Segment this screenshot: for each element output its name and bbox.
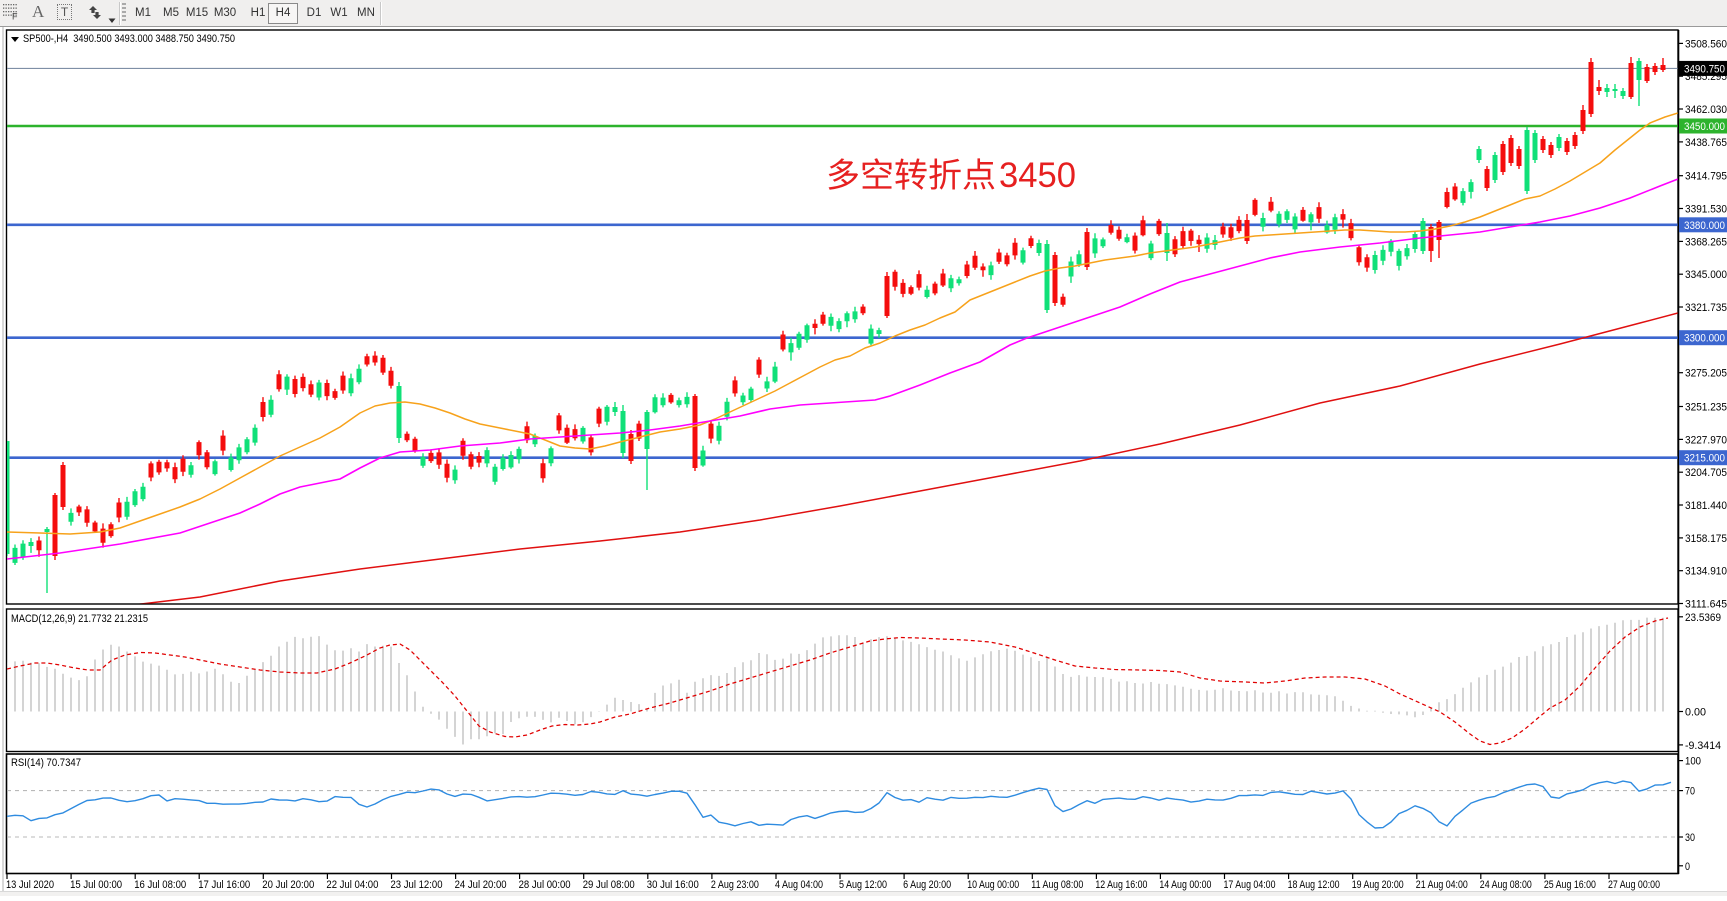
svg-text:3414.795: 3414.795 (1685, 171, 1727, 183)
svg-text:3368.265: 3368.265 (1685, 236, 1727, 248)
svg-text:11 Aug 08:00: 11 Aug 08:00 (1031, 879, 1083, 891)
svg-text:18 Aug 12:00: 18 Aug 12:00 (1288, 879, 1340, 891)
svg-text:23.5369: 23.5369 (1685, 612, 1721, 624)
svg-text:3275.205: 3275.205 (1685, 368, 1727, 380)
svg-text:3111.645: 3111.645 (1685, 599, 1727, 611)
svg-text:29 Jul 08:00: 29 Jul 08:00 (583, 879, 635, 891)
svg-text:-9.3414: -9.3414 (1685, 740, 1721, 752)
svg-text:100: 100 (1685, 756, 1701, 768)
svg-text:12 Aug 16:00: 12 Aug 16:00 (1095, 879, 1147, 891)
svg-text:3204.705: 3204.705 (1685, 467, 1727, 479)
svg-text:4 Aug 04:00: 4 Aug 04:00 (775, 879, 823, 891)
svg-text:MACD(12,26,9) 21.7732 21.2315: MACD(12,26,9) 21.7732 21.2315 (11, 613, 148, 625)
svg-text:3380.000: 3380.000 (1684, 220, 1725, 232)
svg-text:3438.765: 3438.765 (1685, 137, 1727, 149)
svg-text:2 Aug 23:00: 2 Aug 23:00 (711, 879, 759, 891)
svg-text:15 Jul 00:00: 15 Jul 00:00 (70, 879, 122, 891)
svg-text:25 Aug 16:00: 25 Aug 16:00 (1544, 879, 1596, 891)
svg-text:27 Aug 00:00: 27 Aug 00:00 (1608, 879, 1660, 891)
svg-text:3158.175: 3158.175 (1685, 533, 1727, 545)
svg-text:14 Aug 00:00: 14 Aug 00:00 (1159, 879, 1211, 891)
svg-text:3450.000: 3450.000 (1684, 121, 1725, 133)
svg-text:3450: 3450 (999, 156, 1076, 195)
svg-text:70: 70 (1685, 786, 1695, 798)
svg-text:3300.000: 3300.000 (1684, 333, 1725, 345)
svg-text:5 Aug 12:00: 5 Aug 12:00 (839, 879, 887, 891)
svg-text:RSI(14) 70.7347: RSI(14) 70.7347 (11, 757, 81, 769)
svg-text:17 Aug 04:00: 17 Aug 04:00 (1224, 879, 1276, 891)
svg-text:3508.560: 3508.560 (1685, 38, 1727, 50)
svg-text:16 Jul 08:00: 16 Jul 08:00 (134, 879, 186, 891)
svg-text:0: 0 (1685, 861, 1690, 873)
svg-text:28 Jul 00:00: 28 Jul 00:00 (519, 879, 571, 891)
svg-text:19 Aug 20:00: 19 Aug 20:00 (1352, 879, 1404, 891)
svg-text:F: F (12, 12, 18, 21)
svg-text:17 Jul 16:00: 17 Jul 16:00 (198, 879, 250, 891)
svg-text:3391.530: 3391.530 (1685, 204, 1727, 216)
svg-text:30 Jul 16:00: 30 Jul 16:00 (647, 879, 699, 891)
svg-text:3251.235: 3251.235 (1685, 402, 1727, 414)
svg-text:0.00: 0.00 (1685, 707, 1706, 719)
svg-text:21 Aug 04:00: 21 Aug 04:00 (1416, 879, 1468, 891)
svg-text:6 Aug 20:00: 6 Aug 20:00 (903, 879, 951, 891)
svg-text:3321.735: 3321.735 (1685, 302, 1727, 314)
svg-text:3181.440: 3181.440 (1685, 500, 1727, 512)
svg-text:24 Aug 08:00: 24 Aug 08:00 (1480, 879, 1532, 891)
svg-text:10 Aug 00:00: 10 Aug 00:00 (967, 879, 1019, 891)
svg-text:SP500-,H4 3490.500 3493.000 3: SP500-,H4 3490.500 3493.000 3488.750 349… (23, 33, 235, 45)
svg-text:20 Jul 20:00: 20 Jul 20:00 (262, 879, 314, 891)
svg-text:3462.030: 3462.030 (1685, 104, 1727, 116)
svg-text:3490.750: 3490.750 (1684, 63, 1725, 75)
svg-text:24 Jul 20:00: 24 Jul 20:00 (455, 879, 507, 891)
svg-text:3227.970: 3227.970 (1685, 434, 1727, 446)
svg-text:23 Jul 12:00: 23 Jul 12:00 (391, 879, 443, 891)
svg-text:3345.000: 3345.000 (1685, 269, 1727, 281)
svg-text:3134.910: 3134.910 (1685, 566, 1727, 578)
svg-text:3215.000: 3215.000 (1684, 453, 1725, 465)
svg-text:13 Jul 2020: 13 Jul 2020 (6, 879, 54, 891)
svg-text:30: 30 (1685, 832, 1695, 844)
svg-text:22 Jul 04:00: 22 Jul 04:00 (326, 879, 378, 891)
